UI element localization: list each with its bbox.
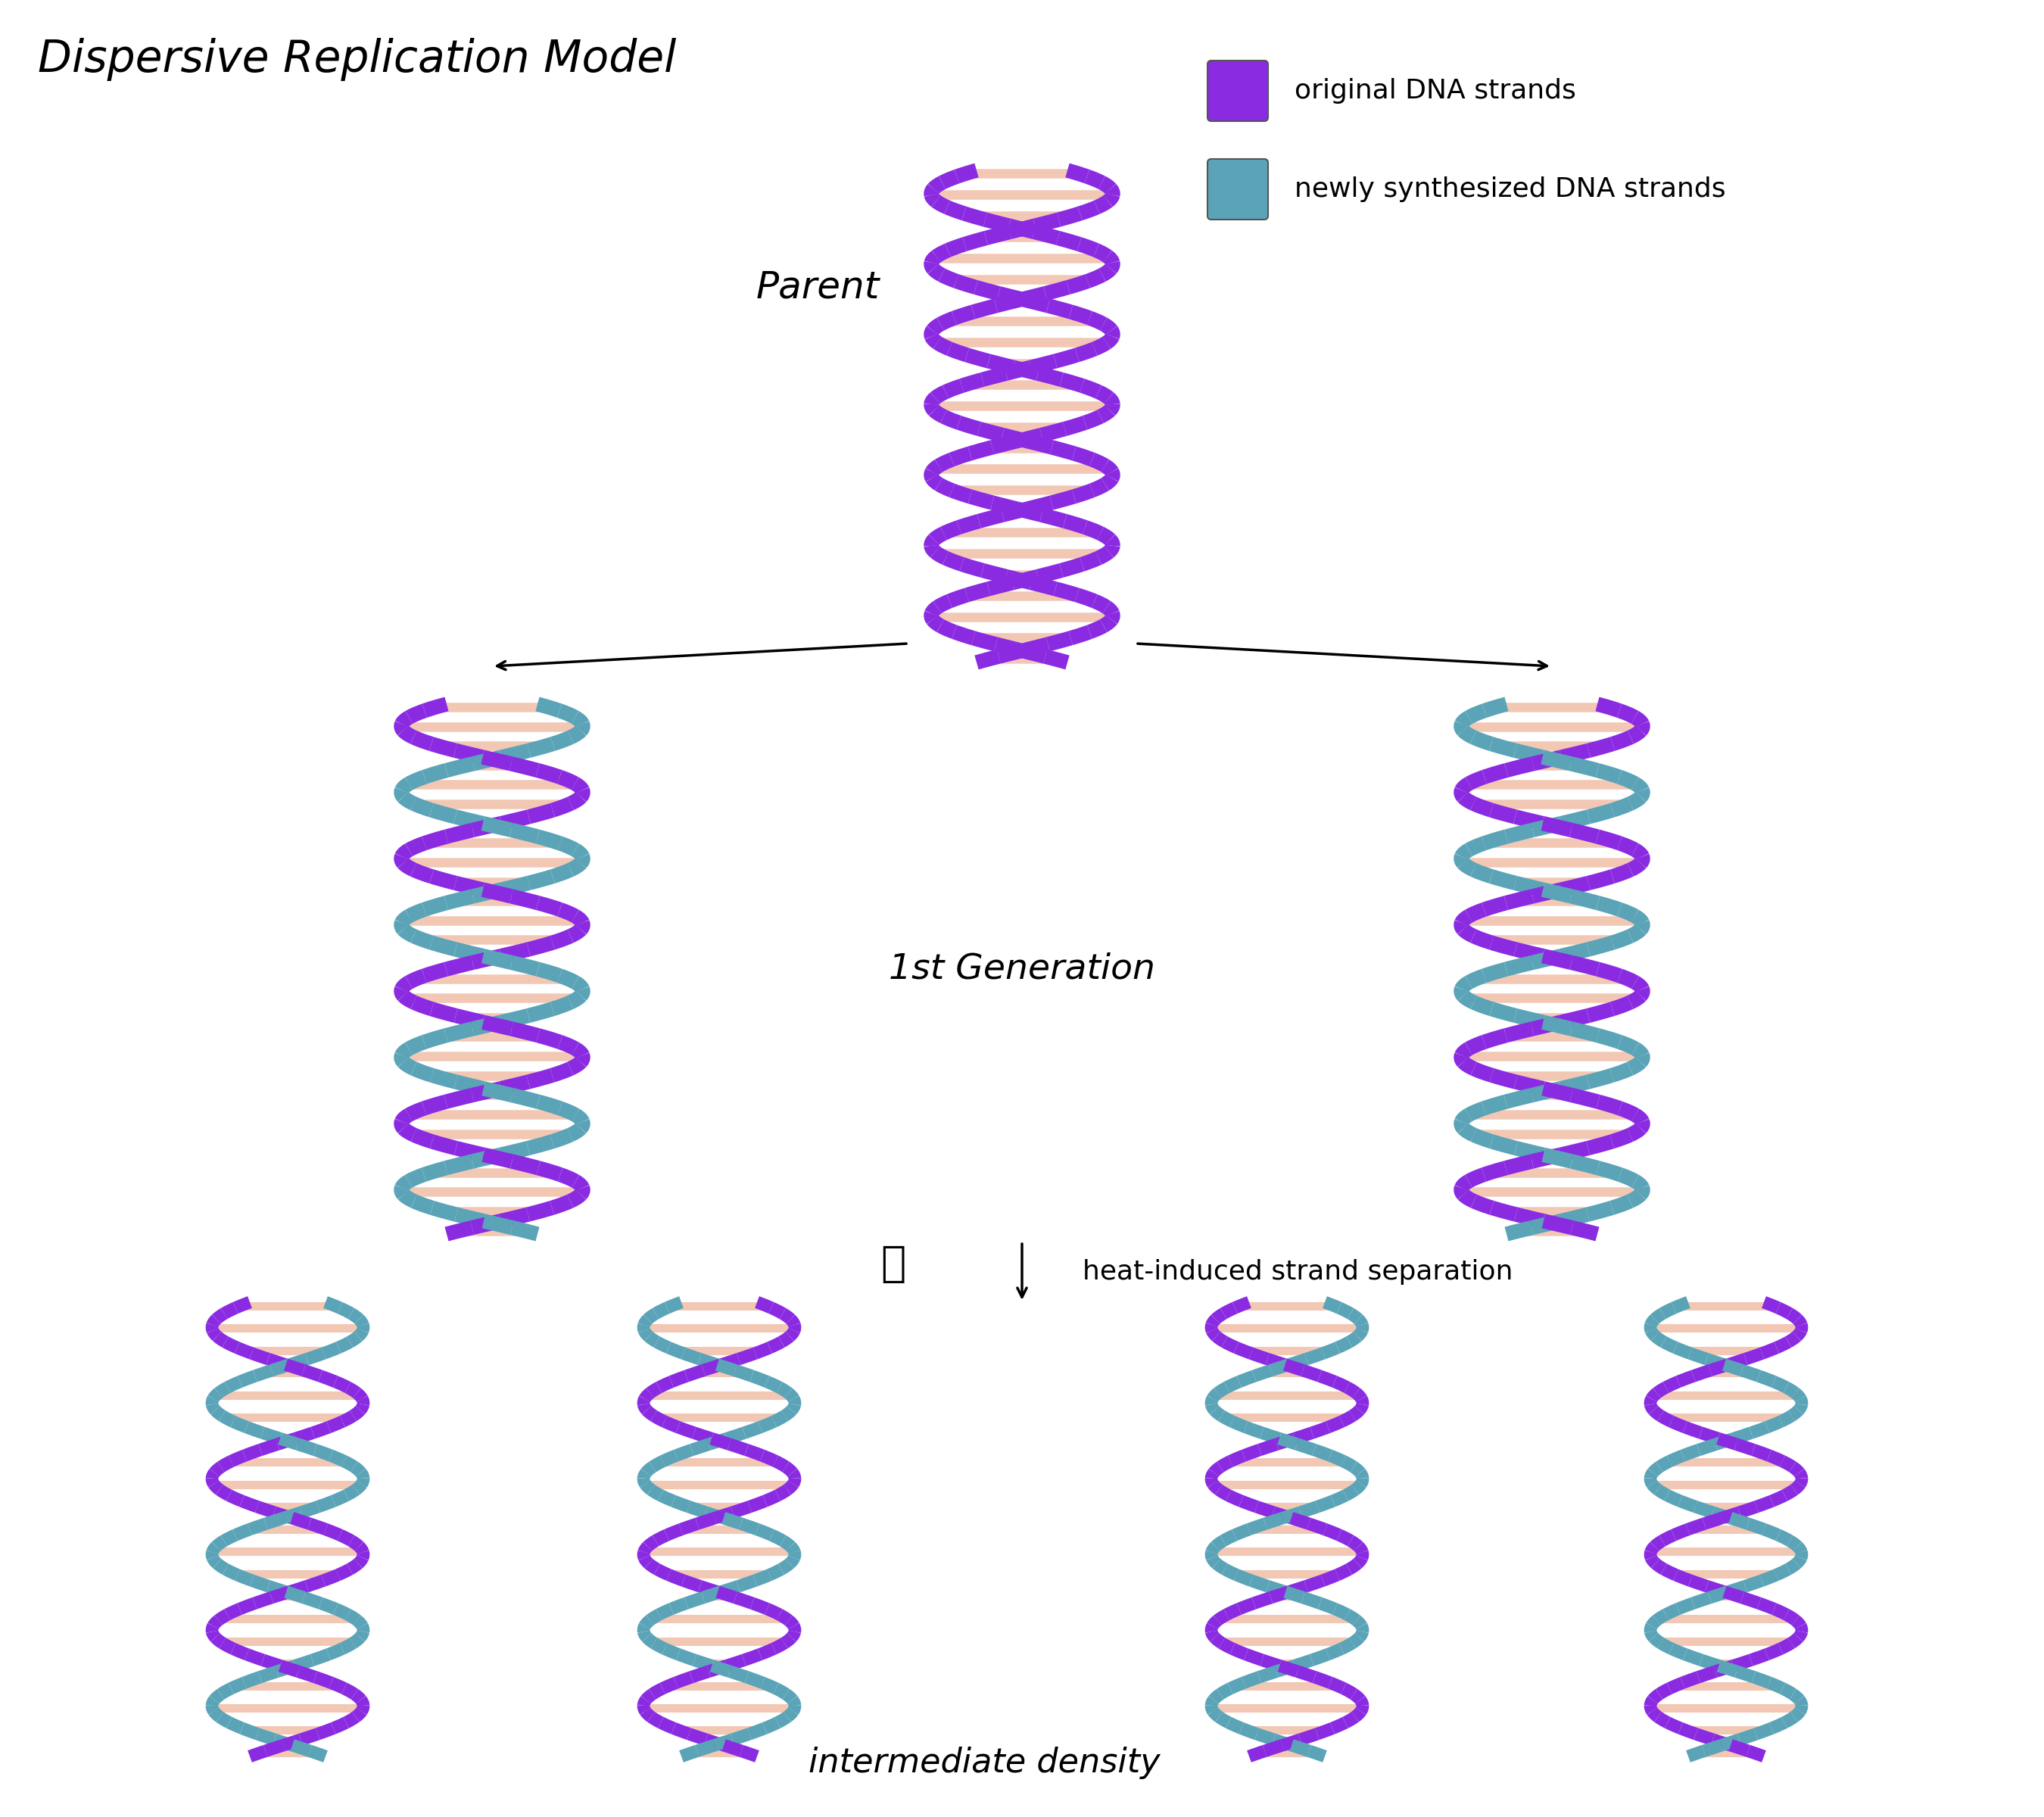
Text: Parent: Parent — [756, 269, 879, 305]
FancyBboxPatch shape — [1208, 158, 1267, 220]
Text: intermediate density: intermediate density — [807, 1746, 1161, 1779]
FancyBboxPatch shape — [1208, 60, 1267, 122]
Text: 1st Generation: 1st Generation — [889, 952, 1155, 987]
Text: 🔥: 🔥 — [881, 1245, 905, 1285]
Text: newly synthesized DNA strands: newly synthesized DNA strands — [1294, 176, 1725, 202]
Text: heat-induced strand separation: heat-induced strand separation — [1083, 1259, 1513, 1285]
Text: original DNA strands: original DNA strands — [1294, 78, 1576, 104]
Text: Dispersive Replication Model: Dispersive Replication Model — [39, 38, 677, 82]
